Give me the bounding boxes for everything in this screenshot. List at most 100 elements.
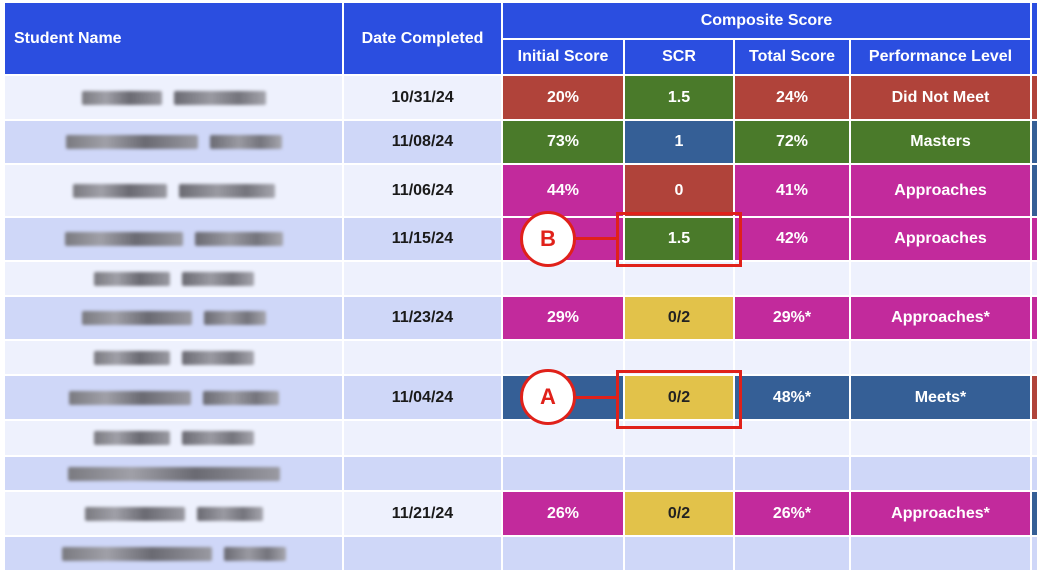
redacted-name-block — [209, 135, 282, 149]
callout-a-connector — [573, 396, 618, 399]
total-score-cell: 72% — [735, 121, 849, 163]
scr-cell — [625, 457, 733, 490]
date-completed-cell — [344, 262, 501, 295]
student-name-cell[interactable] — [5, 341, 342, 374]
callout-a-highlight — [616, 370, 742, 429]
overflow-column-cell — [1032, 165, 1037, 216]
student-name-cell[interactable] — [5, 262, 342, 295]
date-completed-cell — [344, 537, 501, 570]
overflow-column-cell — [1032, 457, 1037, 490]
total-score-cell — [735, 341, 849, 374]
student-name-cell[interactable] — [5, 297, 342, 339]
total-score-cell: 42% — [735, 218, 849, 260]
overflow-column-cell — [1032, 76, 1037, 119]
date-completed-cell: 11/23/24 — [344, 297, 501, 339]
scr-cell: 1 — [625, 121, 733, 163]
redacted-name-block — [93, 271, 170, 286]
student-name-cell[interactable] — [5, 492, 342, 535]
student-name-cell[interactable] — [5, 218, 342, 260]
scr-cell: 0/2 — [625, 376, 733, 419]
performance-level-cell — [851, 421, 1030, 455]
redacted-name-block — [84, 506, 185, 521]
callout-a-marker: A — [520, 369, 576, 425]
scr-cell — [625, 341, 733, 374]
total-score-cell: 41% — [735, 165, 849, 216]
performance-level-cell — [851, 341, 1030, 374]
student-name-cell[interactable] — [5, 376, 342, 419]
redacted-name-block — [61, 546, 212, 561]
redacted-name-block — [194, 232, 283, 246]
header-composite-score: Composite Score — [503, 3, 1030, 38]
date-completed-cell: 11/04/24 — [344, 376, 501, 419]
header-extra-col — [1032, 3, 1037, 74]
redacted-name-block — [65, 135, 198, 149]
header-student-name[interactable]: Student Name — [5, 3, 342, 74]
performance-level-cell — [851, 457, 1030, 490]
redacted-name-block — [93, 431, 170, 445]
scr-cell: 1.5 — [625, 76, 733, 119]
callout-b-connector — [573, 237, 618, 240]
initial-score-cell — [503, 421, 623, 455]
performance-level-cell: Approaches — [851, 165, 1030, 216]
total-score-cell: 24% — [735, 76, 849, 119]
performance-level-cell: Did Not Meet — [851, 76, 1030, 119]
header-total-score[interactable]: Total Score — [735, 40, 849, 74]
score-table: Student Name Date Completed Composite Sc… — [5, 3, 1037, 570]
redacted-name-block — [173, 90, 266, 105]
student-name-cell[interactable] — [5, 421, 342, 455]
date-completed-cell: 10/31/24 — [344, 76, 501, 119]
redacted-name-block — [67, 466, 280, 481]
date-completed-cell — [344, 457, 501, 490]
redacted-name-block — [181, 431, 254, 445]
initial-score-cell — [503, 537, 623, 570]
redacted-name-block — [81, 90, 162, 105]
redacted-name-block — [223, 546, 286, 561]
student-name-cell[interactable] — [5, 537, 342, 570]
redacted-name-block — [68, 390, 191, 405]
total-score-cell: 48%* — [735, 376, 849, 419]
performance-level-cell: Meets* — [851, 376, 1030, 419]
header-scr[interactable]: SCR — [625, 40, 733, 74]
overflow-column-cell — [1032, 376, 1037, 419]
overflow-column-cell — [1032, 492, 1037, 535]
total-score-cell — [735, 537, 849, 570]
date-completed-cell: 11/15/24 — [344, 218, 501, 260]
header-performance-level[interactable]: Performance Level — [851, 40, 1030, 74]
total-score-cell: 29%* — [735, 297, 849, 339]
scr-cell — [625, 537, 733, 570]
initial-score-cell — [503, 457, 623, 490]
overflow-column-cell — [1032, 218, 1037, 260]
date-completed-cell — [344, 421, 501, 455]
total-score-cell — [735, 262, 849, 295]
overflow-column-cell — [1032, 121, 1037, 163]
initial-score-cell: 26% — [503, 492, 623, 535]
header-initial-score[interactable]: Initial Score — [503, 40, 623, 74]
overflow-column-cell — [1032, 297, 1037, 339]
redacted-name-block — [202, 390, 279, 405]
overflow-column-cell — [1032, 421, 1037, 455]
total-score-cell — [735, 421, 849, 455]
scr-cell: 0 — [625, 165, 733, 216]
performance-level-cell — [851, 262, 1030, 295]
initial-score-cell: 73% — [503, 121, 623, 163]
overflow-column-cell — [1032, 537, 1037, 570]
date-completed-cell: 11/08/24 — [344, 121, 501, 163]
scr-cell — [625, 262, 733, 295]
date-completed-cell — [344, 341, 501, 374]
student-name-cell[interactable] — [5, 457, 342, 490]
performance-level-cell — [851, 537, 1030, 570]
date-completed-cell: 11/21/24 — [344, 492, 501, 535]
student-name-cell[interactable] — [5, 165, 342, 216]
student-name-cell[interactable] — [5, 121, 342, 163]
initial-score-cell — [503, 341, 623, 374]
header-date-completed[interactable]: Date Completed — [344, 3, 501, 74]
student-name-cell[interactable] — [5, 76, 342, 119]
redacted-name-block — [72, 183, 167, 198]
performance-level-cell: Approaches* — [851, 492, 1030, 535]
redacted-name-block — [196, 506, 263, 521]
overflow-column-cell — [1032, 262, 1037, 295]
performance-level-cell: Masters — [851, 121, 1030, 163]
date-completed-cell: 11/06/24 — [344, 165, 501, 216]
redacted-name-block — [203, 311, 266, 325]
initial-score-cell: 20% — [503, 76, 623, 119]
